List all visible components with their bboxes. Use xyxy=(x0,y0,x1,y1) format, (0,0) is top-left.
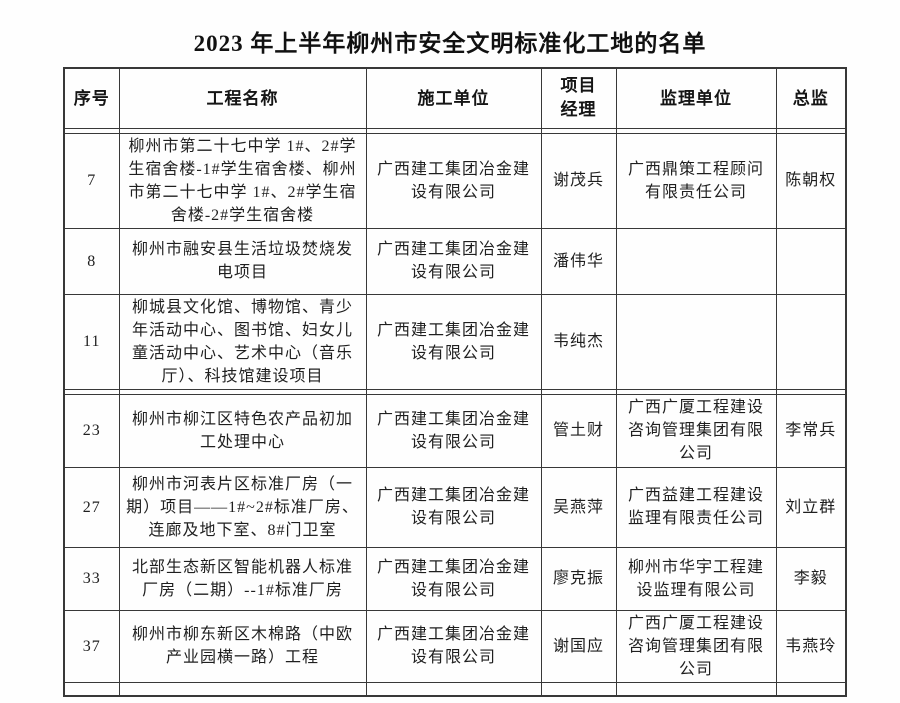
col-header-seq: 序号 xyxy=(63,67,120,129)
cell-project: 柳州市融安县生活垃圾焚烧发电项目 xyxy=(118,227,367,295)
cell-contractor: 广西建工集团冶金建设有限公司 xyxy=(365,466,542,548)
cell-manager: 谢国应 xyxy=(540,609,617,683)
col-header-contractor: 施工单位 xyxy=(365,67,542,129)
cell-manager: 管土财 xyxy=(540,393,617,468)
cell-project: 北部生态新区智能机器人标准厂房（二期）--1#标准厂房 xyxy=(118,546,367,611)
col-header-chief: 总监 xyxy=(775,67,847,129)
cell-seq: 37 xyxy=(63,609,120,683)
cell-seq: 33 xyxy=(63,546,120,611)
cell-chief: 韦燕玲 xyxy=(775,609,847,683)
cell-supervisor: 广西广厦工程建设咨询管理集团有限公司 xyxy=(615,393,777,468)
col-header-supervisor: 监理单位 xyxy=(615,67,777,129)
cell-chief xyxy=(775,293,847,390)
cell-supervisor: 柳州市华宇工程建设监理有限公司 xyxy=(615,546,777,611)
cell-manager: 吴燕萍 xyxy=(540,466,617,548)
sites-table: 序号 工程名称 施工单位 项目经理 监理单位 总监 7 柳州市第二十七中学 1#… xyxy=(63,67,847,697)
cell-chief: 李常兵 xyxy=(775,393,847,468)
cell-contractor: 广西建工集团冶金建设有限公司 xyxy=(365,227,542,295)
cell-project: 柳州市柳东新区木棉路（中欧产业园横一路）工程 xyxy=(118,609,367,683)
cell-project: 柳州市柳江区特色农产品初加工处理中心 xyxy=(118,393,367,468)
cell-chief: 刘立群 xyxy=(775,466,847,548)
cell-supervisor xyxy=(615,293,777,390)
table-row: 11 柳城县文化馆、博物馆、青少年活动中心、图书馆、妇女儿童活动中心、艺术中心（… xyxy=(63,293,847,390)
cell-project: 柳州市第二十七中学 1#、2#学生宿舍楼-1#学生宿舍楼、柳州市第二十七中学 1… xyxy=(118,132,367,229)
cell-project: 柳城县文化馆、博物馆、青少年活动中心、图书馆、妇女儿童活动中心、艺术中心（音乐厅… xyxy=(118,293,367,390)
col-header-manager-label: 项目经理 xyxy=(560,76,597,120)
cell-seq: 11 xyxy=(63,293,120,390)
cell-supervisor xyxy=(615,227,777,295)
cell-manager: 潘伟华 xyxy=(540,227,617,295)
cell-contractor: 广西建工集团冶金建设有限公司 xyxy=(365,132,542,229)
cell-supervisor: 广西益建工程建设监理有限责任公司 xyxy=(615,466,777,548)
col-header-project: 工程名称 xyxy=(118,67,367,129)
cell-manager: 韦纯杰 xyxy=(540,293,617,390)
table-row: 37 柳州市柳东新区木棉路（中欧产业园横一路）工程 广西建工集团冶金建设有限公司… xyxy=(63,609,847,683)
cell-project: 柳州市河表片区标准厂房（一期）项目——1#~2#标准厂房、连廊及地下室、8#门卫… xyxy=(118,466,367,548)
table-row: 27 柳州市河表片区标准厂房（一期）项目——1#~2#标准厂房、连廊及地下室、8… xyxy=(63,466,847,548)
cell-contractor: 广西建工集团冶金建设有限公司 xyxy=(365,393,542,468)
cell-supervisor: 广西鼎策工程顾问有限责任公司 xyxy=(615,132,777,229)
table-header-row: 序号 工程名称 施工单位 项目经理 监理单位 总监 xyxy=(63,67,847,129)
cell-seq: 27 xyxy=(63,466,120,548)
cell-contractor: 广西建工集团冶金建设有限公司 xyxy=(365,293,542,390)
clipped-next-row xyxy=(63,681,847,696)
cell-manager: 谢茂兵 xyxy=(540,132,617,229)
cell-seq: 23 xyxy=(63,393,120,468)
table-row: 7 柳州市第二十七中学 1#、2#学生宿舍楼-1#学生宿舍楼、柳州市第二十七中学… xyxy=(63,132,847,229)
cell-contractor: 广西建工集团冶金建设有限公司 xyxy=(365,546,542,611)
table-row: 33 北部生态新区智能机器人标准厂房（二期）--1#标准厂房 广西建工集团冶金建… xyxy=(63,546,847,611)
table-row: 23 柳州市柳江区特色农产品初加工处理中心 广西建工集团冶金建设有限公司 管土财… xyxy=(63,393,847,468)
table-row: 8 柳州市融安县生活垃圾焚烧发电项目 广西建工集团冶金建设有限公司 潘伟华 xyxy=(63,227,847,295)
cell-seq: 7 xyxy=(63,132,120,229)
page-title: 2023 年上半年柳州市安全文明标准化工地的名单 xyxy=(193,31,707,56)
col-header-manager: 项目经理 xyxy=(540,67,617,129)
cell-manager: 廖克振 xyxy=(540,546,617,611)
cell-supervisor: 广西广厦工程建设咨询管理集团有限公司 xyxy=(615,609,777,683)
cell-seq: 8 xyxy=(63,227,120,295)
cell-chief: 李毅 xyxy=(775,546,847,611)
cell-chief: 陈朝权 xyxy=(775,132,847,229)
cell-contractor: 广西建工集团冶金建设有限公司 xyxy=(365,609,542,683)
cell-chief xyxy=(775,227,847,295)
